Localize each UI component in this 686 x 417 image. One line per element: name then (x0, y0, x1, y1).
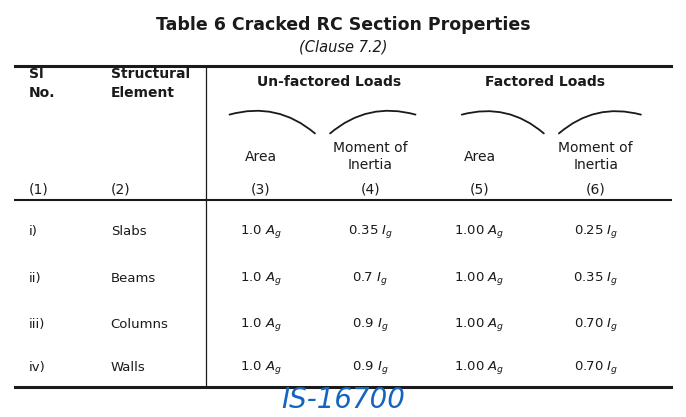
Text: 1.0 $A_g$: 1.0 $A_g$ (240, 269, 282, 286)
Text: 1.0 $A_g$: 1.0 $A_g$ (240, 316, 282, 333)
Text: ii): ii) (29, 271, 41, 284)
Text: Sl: Sl (29, 67, 43, 81)
Text: Beams: Beams (110, 271, 156, 284)
Text: iii): iii) (29, 318, 45, 331)
Text: Inertia: Inertia (348, 158, 393, 171)
Text: Area: Area (245, 150, 277, 164)
Text: Walls: Walls (110, 361, 145, 374)
Text: 0.25 $I_g$: 0.25 $I_g$ (573, 223, 618, 240)
Text: Slabs: Slabs (110, 225, 146, 238)
Text: 1.00 $A_g$: 1.00 $A_g$ (455, 359, 505, 376)
Text: (Clause 7.2): (Clause 7.2) (298, 40, 388, 55)
Text: 1.0 $A_g$: 1.0 $A_g$ (240, 223, 282, 240)
Text: 0.9 $I_g$: 0.9 $I_g$ (352, 316, 389, 333)
Text: Table 6 Cracked RC Section Properties: Table 6 Cracked RC Section Properties (156, 16, 530, 34)
Text: i): i) (29, 225, 38, 238)
Text: 1.0 $A_g$: 1.0 $A_g$ (240, 359, 282, 376)
Text: 0.9 $I_g$: 0.9 $I_g$ (352, 359, 389, 376)
Text: 0.35 $I_g$: 0.35 $I_g$ (573, 269, 618, 286)
Text: 0.7 $I_g$: 0.7 $I_g$ (353, 269, 388, 286)
Text: Area: Area (464, 150, 496, 164)
Text: 1.00 $A_g$: 1.00 $A_g$ (455, 269, 505, 286)
Text: (3): (3) (251, 183, 271, 196)
Text: iv): iv) (29, 361, 45, 374)
Text: (5): (5) (470, 183, 489, 196)
Text: Moment of: Moment of (558, 141, 633, 155)
Text: Factored Loads: Factored Loads (484, 75, 604, 89)
Text: 0.35 $I_g$: 0.35 $I_g$ (348, 223, 393, 240)
Text: (4): (4) (361, 183, 380, 196)
Text: Structural: Structural (110, 67, 190, 81)
Text: 0.70 $I_g$: 0.70 $I_g$ (573, 316, 618, 333)
Text: (2): (2) (110, 183, 130, 196)
Text: Element: Element (110, 85, 175, 100)
Text: Moment of: Moment of (333, 141, 407, 155)
Text: Columns: Columns (110, 318, 169, 331)
Text: No.: No. (29, 85, 55, 100)
Text: (1): (1) (29, 183, 49, 196)
Text: 1.00 $A_g$: 1.00 $A_g$ (455, 223, 505, 240)
Text: Inertia: Inertia (573, 158, 618, 171)
Text: IS-16700: IS-16700 (281, 386, 405, 414)
Text: 0.70 $I_g$: 0.70 $I_g$ (573, 359, 618, 376)
Text: Un-factored Loads: Un-factored Loads (257, 75, 401, 89)
Text: 1.00 $A_g$: 1.00 $A_g$ (455, 316, 505, 333)
Text: (6): (6) (586, 183, 606, 196)
